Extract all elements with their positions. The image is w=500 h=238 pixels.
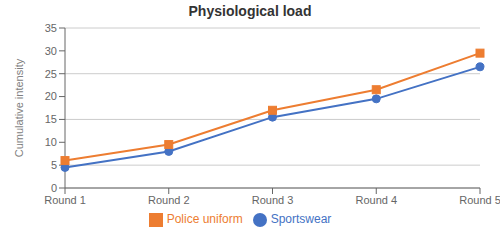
- svg-text:Round 2: Round 2: [148, 194, 190, 206]
- html-text:Sportswear: Sportswear: [270, 212, 332, 226]
- svg-text:20: 20: [45, 90, 57, 102]
- svg-text:25: 25: [45, 68, 57, 80]
- svg-text:35: 35: [45, 22, 57, 34]
- svg-text:Round 4: Round 4: [355, 194, 397, 206]
- html-text:Physiological load: Physiological load: [188, 3, 312, 19]
- svg-text:Cumulative intensity: Cumulative intensity: [13, 58, 25, 157]
- svg-text:Round 3: Round 3: [252, 194, 294, 206]
- svg-text:5: 5: [51, 159, 57, 171]
- svg-text:10: 10: [45, 136, 57, 148]
- html-text:Police uniform: Police uniform: [166, 212, 243, 226]
- svg-text:0: 0: [51, 182, 57, 194]
- svg-text:Round 5: Round 5: [459, 194, 492, 206]
- svg-text:15: 15: [45, 113, 57, 125]
- svg-text:Round 1: Round 1: [44, 194, 86, 206]
- svg-text:30: 30: [45, 45, 57, 57]
